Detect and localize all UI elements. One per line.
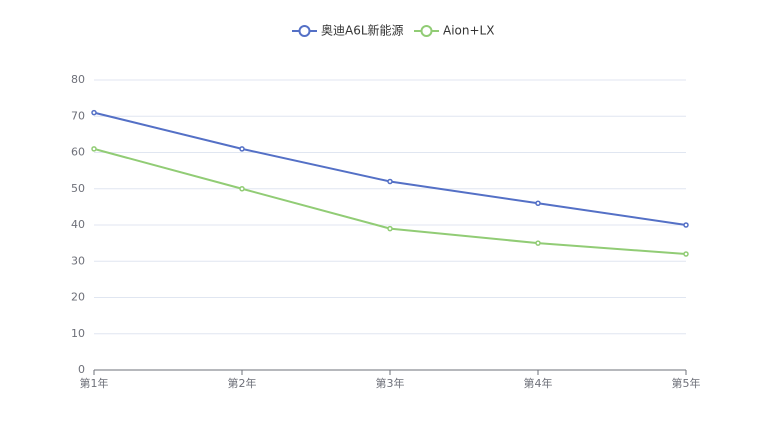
y-tick-label: 30: [71, 254, 85, 267]
point: [387, 178, 393, 185]
x-tick-label: 第1年: [80, 376, 109, 390]
point: [683, 251, 689, 257]
y-tick-label: 40: [71, 218, 85, 231]
x-tick-label: 第3年: [376, 376, 405, 390]
point: [683, 222, 689, 228]
y-tick-label: 60: [71, 146, 85, 159]
point: [239, 146, 245, 152]
legend-icon: [420, 25, 433, 37]
y-tick-label: 20: [71, 291, 85, 304]
y-tick-label: 0: [78, 363, 85, 376]
x-tick-label: 第2年: [228, 376, 257, 390]
y-tick-label: 80: [71, 73, 85, 86]
x-tick-label: 第5年: [672, 376, 701, 390]
y-tick-label: 50: [71, 182, 85, 195]
y-tick-label: 70: [71, 109, 85, 122]
series-line: [93, 147, 687, 255]
x-tick-label: 第4年: [524, 376, 553, 390]
legend-label[interactable]: 奥迪A6L新能源: [321, 23, 404, 38]
point: [91, 109, 97, 116]
point: [387, 225, 393, 232]
series-line: [93, 111, 687, 226]
legend-icon: [298, 25, 311, 37]
point: [91, 146, 97, 152]
point: [535, 240, 541, 246]
point: [535, 200, 541, 206]
legend-label[interactable]: Aion+LX: [443, 24, 494, 38]
point: [239, 186, 245, 192]
y-tick-label: 10: [71, 327, 85, 340]
